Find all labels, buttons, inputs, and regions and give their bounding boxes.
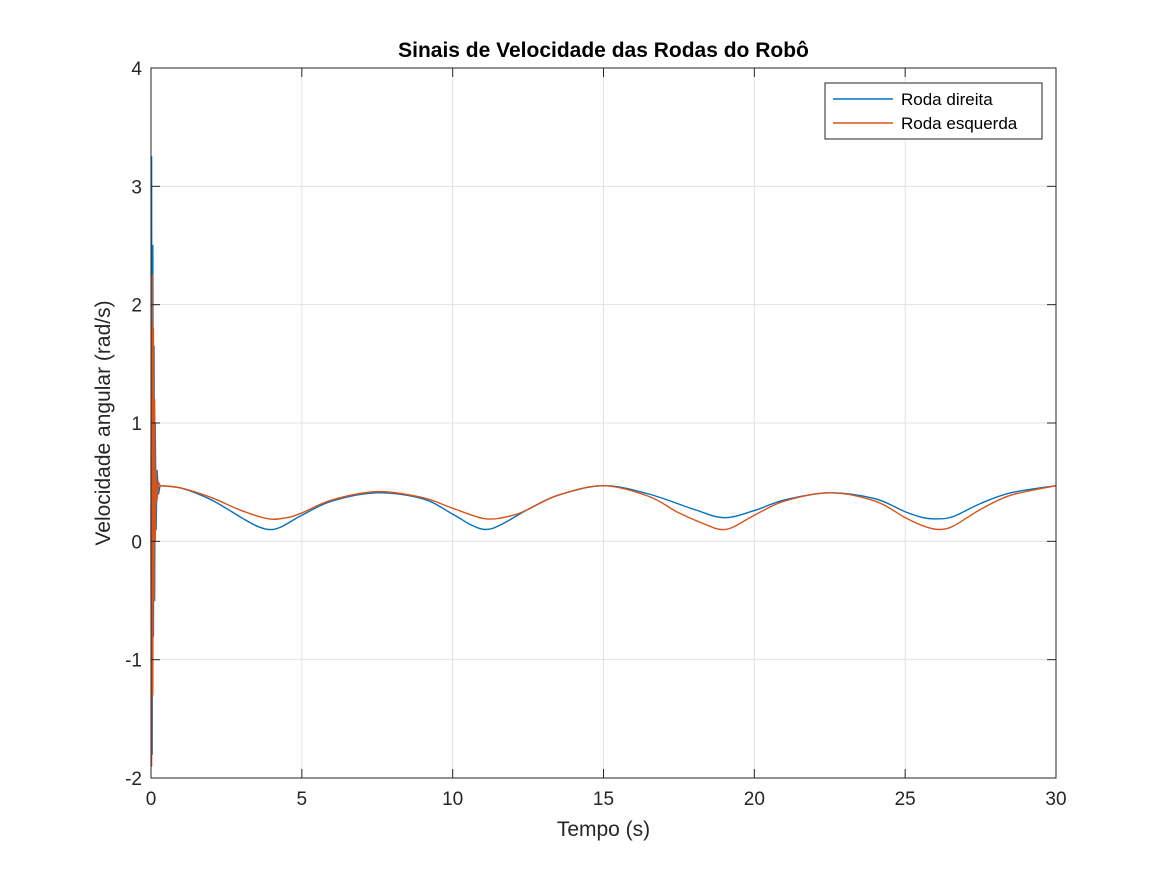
x-tick-label: 5: [297, 789, 308, 810]
series-lines: [150, 156, 1057, 767]
x-tick-label: 20: [744, 789, 765, 810]
y-tick-label: 2: [131, 296, 142, 317]
chart-title: Sinais de Velocidade das Rodas do Robô: [398, 39, 809, 62]
grid-lines: [150, 67, 1057, 779]
axis-ticks: 0 5 10 15 20 25 30 -2 -1 0 1 2 3 4: [125, 59, 1066, 810]
y-tick-label: 1: [131, 414, 142, 435]
y-tick-label: -1: [125, 651, 142, 672]
series-line-2: [159, 485, 1057, 531]
legend-label-1: Roda direita: [901, 90, 993, 109]
y-tick-label: 0: [131, 532, 142, 553]
x-tick-label: 30: [1045, 789, 1066, 810]
y-tick-label: -2: [125, 769, 142, 790]
x-tick-label: 10: [442, 789, 463, 810]
y-tick-label: 3: [131, 177, 142, 198]
legend: Roda direita Roda esquerda: [824, 82, 1043, 140]
x-tick-label: 15: [593, 789, 614, 810]
y-tick-label: 4: [131, 59, 142, 80]
x-axis-label: Tempo (s): [557, 818, 650, 841]
y-axis-label: Velocidade angular (rad/s): [92, 300, 115, 545]
legend-label-2: Roda esquerda: [901, 114, 1018, 133]
x-tick-label: 25: [895, 789, 916, 810]
x-tick-label: 0: [146, 789, 157, 810]
series-transient-2: [150, 274, 161, 767]
legend-box: [824, 82, 1043, 140]
series-line-1: [159, 485, 1057, 531]
